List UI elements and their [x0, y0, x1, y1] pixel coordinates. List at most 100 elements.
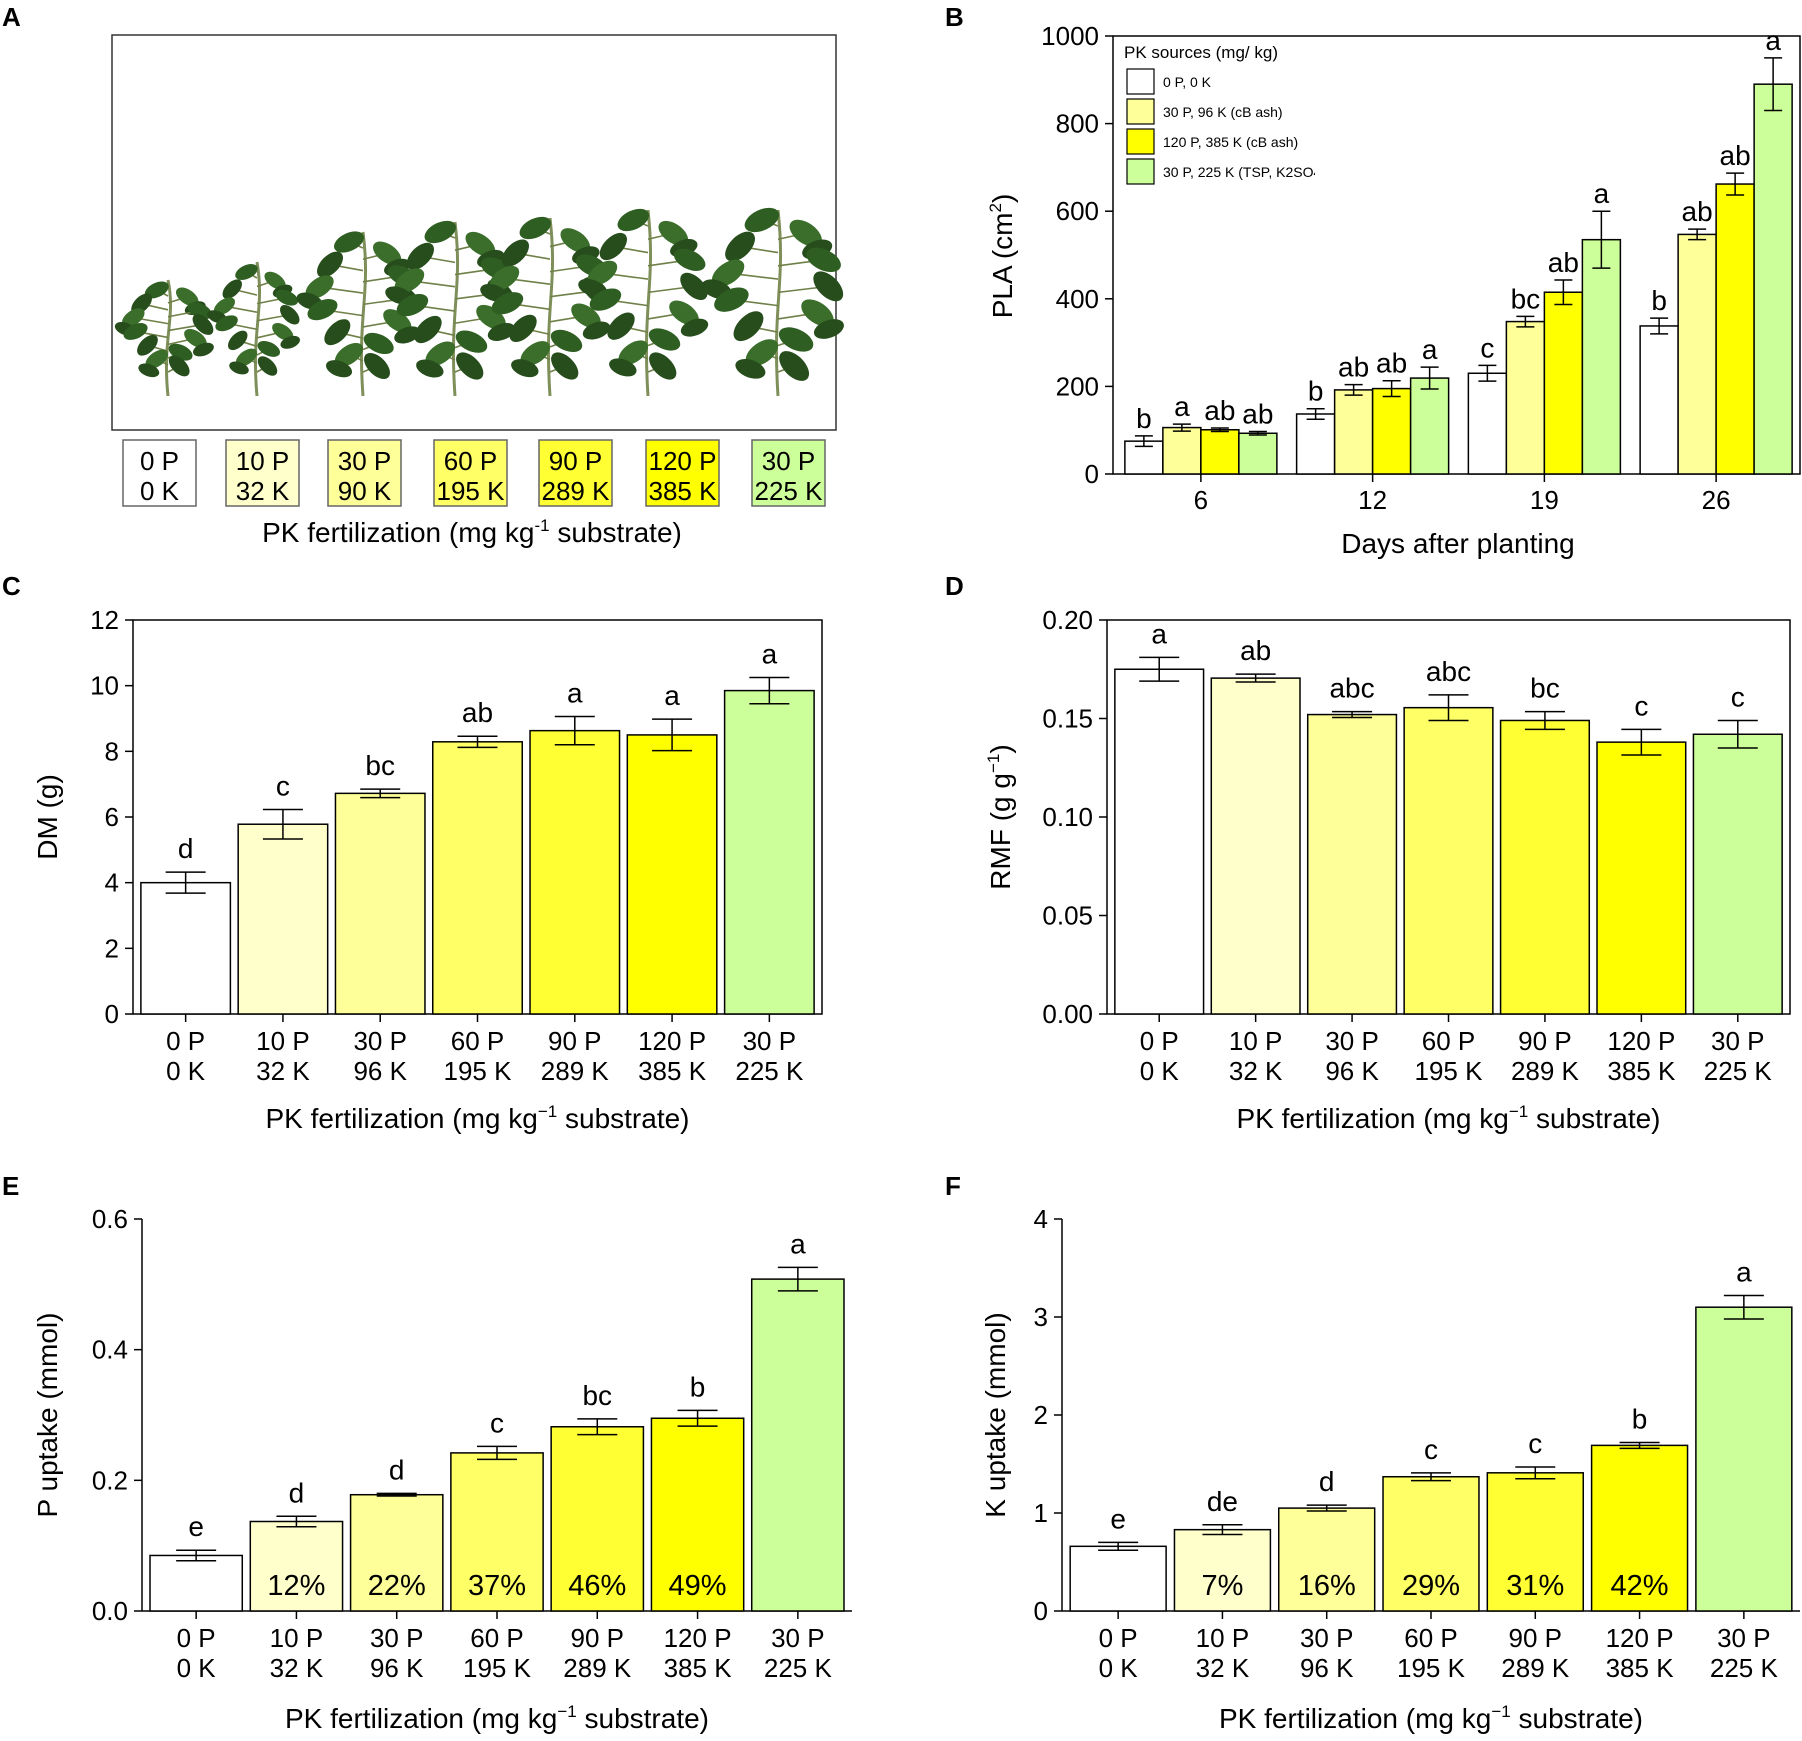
plant-leaf [257, 340, 281, 357]
bar-series: d c bc ab a a a [140, 638, 815, 1015]
x-tick-label: 60 P [1422, 1026, 1476, 1056]
x-tick-label: 90 P [1518, 1026, 1572, 1056]
y-tick-label: 0.0 [92, 1596, 128, 1626]
plant-stem [546, 217, 555, 397]
significance-letter: e [188, 1511, 204, 1542]
plant-leaf [465, 231, 496, 257]
significance-letter: b [1136, 403, 1152, 434]
plant-leaf [168, 355, 190, 377]
plant-leaf [394, 326, 421, 344]
plant-leaf [334, 231, 364, 253]
x-tick-label: 0 P [177, 1623, 216, 1653]
x-tick-label: 32 K [1196, 1653, 1250, 1683]
bar [1173, 1528, 1272, 1612]
plant-leaf [725, 231, 755, 262]
significance-letter: a [1151, 618, 1167, 649]
significance-letter: c [276, 770, 290, 801]
percent-label: 46% [568, 1570, 626, 1602]
legend-swatch [1126, 128, 1155, 155]
significance-letter: abc [1426, 656, 1471, 687]
y-axis: 0 200 400 600 800 1000 [1041, 21, 1113, 489]
percent-label: 12% [267, 1570, 325, 1602]
significance-letter: de [1207, 1486, 1238, 1517]
treatment-box-p-label: 30 P [338, 446, 392, 476]
x-axis-title-end: substrate) [557, 1103, 689, 1134]
x-tick-label: 0 P [166, 1026, 205, 1056]
plant-leaf [578, 278, 606, 297]
percent-label: 16% [1298, 1570, 1356, 1602]
bar [1581, 238, 1622, 475]
significance-letter: ab [1682, 196, 1713, 227]
plant-leaf [648, 328, 681, 351]
x-tick-label: 60 P [470, 1623, 524, 1653]
plant-leaf [257, 356, 278, 376]
plant-leaf [144, 281, 169, 299]
plant-leaf [714, 287, 749, 312]
legend-swatch [1126, 158, 1155, 185]
treatment-box-k-label: 225 K [755, 476, 824, 506]
y-axis: 0 1 2 3 4 [1034, 1204, 1062, 1626]
treatment-box [225, 439, 300, 507]
plant-leaf [599, 232, 627, 261]
y-tick-label: 0.4 [92, 1335, 128, 1365]
treatment-box [327, 439, 402, 507]
plant-leaf [187, 302, 212, 320]
x-tick-label: 30 P [1717, 1623, 1771, 1653]
significance-letter: c [1528, 1428, 1542, 1459]
y-tick-label: 200 [1056, 371, 1099, 401]
plant-leaf [264, 271, 286, 290]
plant-leaf [456, 352, 484, 380]
plant-leaf [192, 342, 214, 357]
panel-a-letter: A [2, 2, 21, 32]
x-tick-label: 12 [1358, 485, 1387, 515]
significance-letter: b [1632, 1403, 1648, 1434]
significance-letter: ab [1720, 140, 1751, 171]
x-tick-label: 30 P [1325, 1026, 1379, 1056]
plant-leaf [813, 271, 844, 302]
y-tick-label: 0.2 [92, 1465, 128, 1495]
legend-title: PK sources (mg/ kg) [1124, 43, 1278, 62]
treatment-box-k-label: 0 K [140, 476, 180, 506]
x-axis-title-sup: −1 [1491, 1702, 1510, 1721]
y-tick-label: 10 [90, 671, 119, 701]
plant-leaf [235, 348, 258, 367]
plant-stem [253, 261, 262, 397]
significance-letter: bc [582, 1380, 612, 1411]
bar [349, 1493, 444, 1612]
x-tick-label: 385 K [638, 1056, 707, 1086]
x-tick-label: 96 K [353, 1056, 407, 1086]
significance-letter: b [1651, 285, 1667, 316]
significance-letter: abc [1329, 673, 1374, 704]
x-tick-label: 0 K [166, 1056, 206, 1086]
y-tick-label: 4 [1034, 1204, 1048, 1234]
legend-swatch [1126, 98, 1155, 125]
x-axis-title-end: substrate) [1511, 1703, 1643, 1734]
bar [750, 1278, 845, 1612]
bar [1277, 1507, 1376, 1612]
treatment-box [433, 439, 508, 507]
y-tick-label: 12 [90, 605, 119, 635]
x-tick-label: 30 P [353, 1026, 407, 1056]
x-tick-label: 120 P [664, 1623, 732, 1653]
panel-letter: C [2, 571, 21, 601]
panel-e: E0.00.20.40.60 P0 K10 P32 K30 P96 K60 P1… [2, 1171, 852, 1734]
legend-label: 30 P, 96 K (cB ash) [1163, 104, 1283, 120]
x-axis-title-end: substrate) [1528, 1103, 1660, 1134]
x-tick-label: 60 P [451, 1026, 505, 1056]
significance-letter: ab [1242, 399, 1273, 430]
plant-leaf [222, 279, 242, 299]
bar [550, 1426, 645, 1612]
x-tick-label: 225 K [1710, 1653, 1779, 1683]
x-tick-label: 195 K [463, 1653, 532, 1683]
plant-leaf [744, 207, 780, 233]
bar [1333, 389, 1374, 475]
plant-leaf [735, 358, 766, 379]
panel-a-xlabel: PK fertilization (mg kg-1 substrate) [262, 516, 682, 548]
y-axis-title: RMF (g g−1) [984, 744, 1016, 889]
significance-letter: a [1422, 334, 1438, 365]
plant-leaf [235, 264, 258, 280]
x-tick-label: 90 P [571, 1623, 625, 1653]
